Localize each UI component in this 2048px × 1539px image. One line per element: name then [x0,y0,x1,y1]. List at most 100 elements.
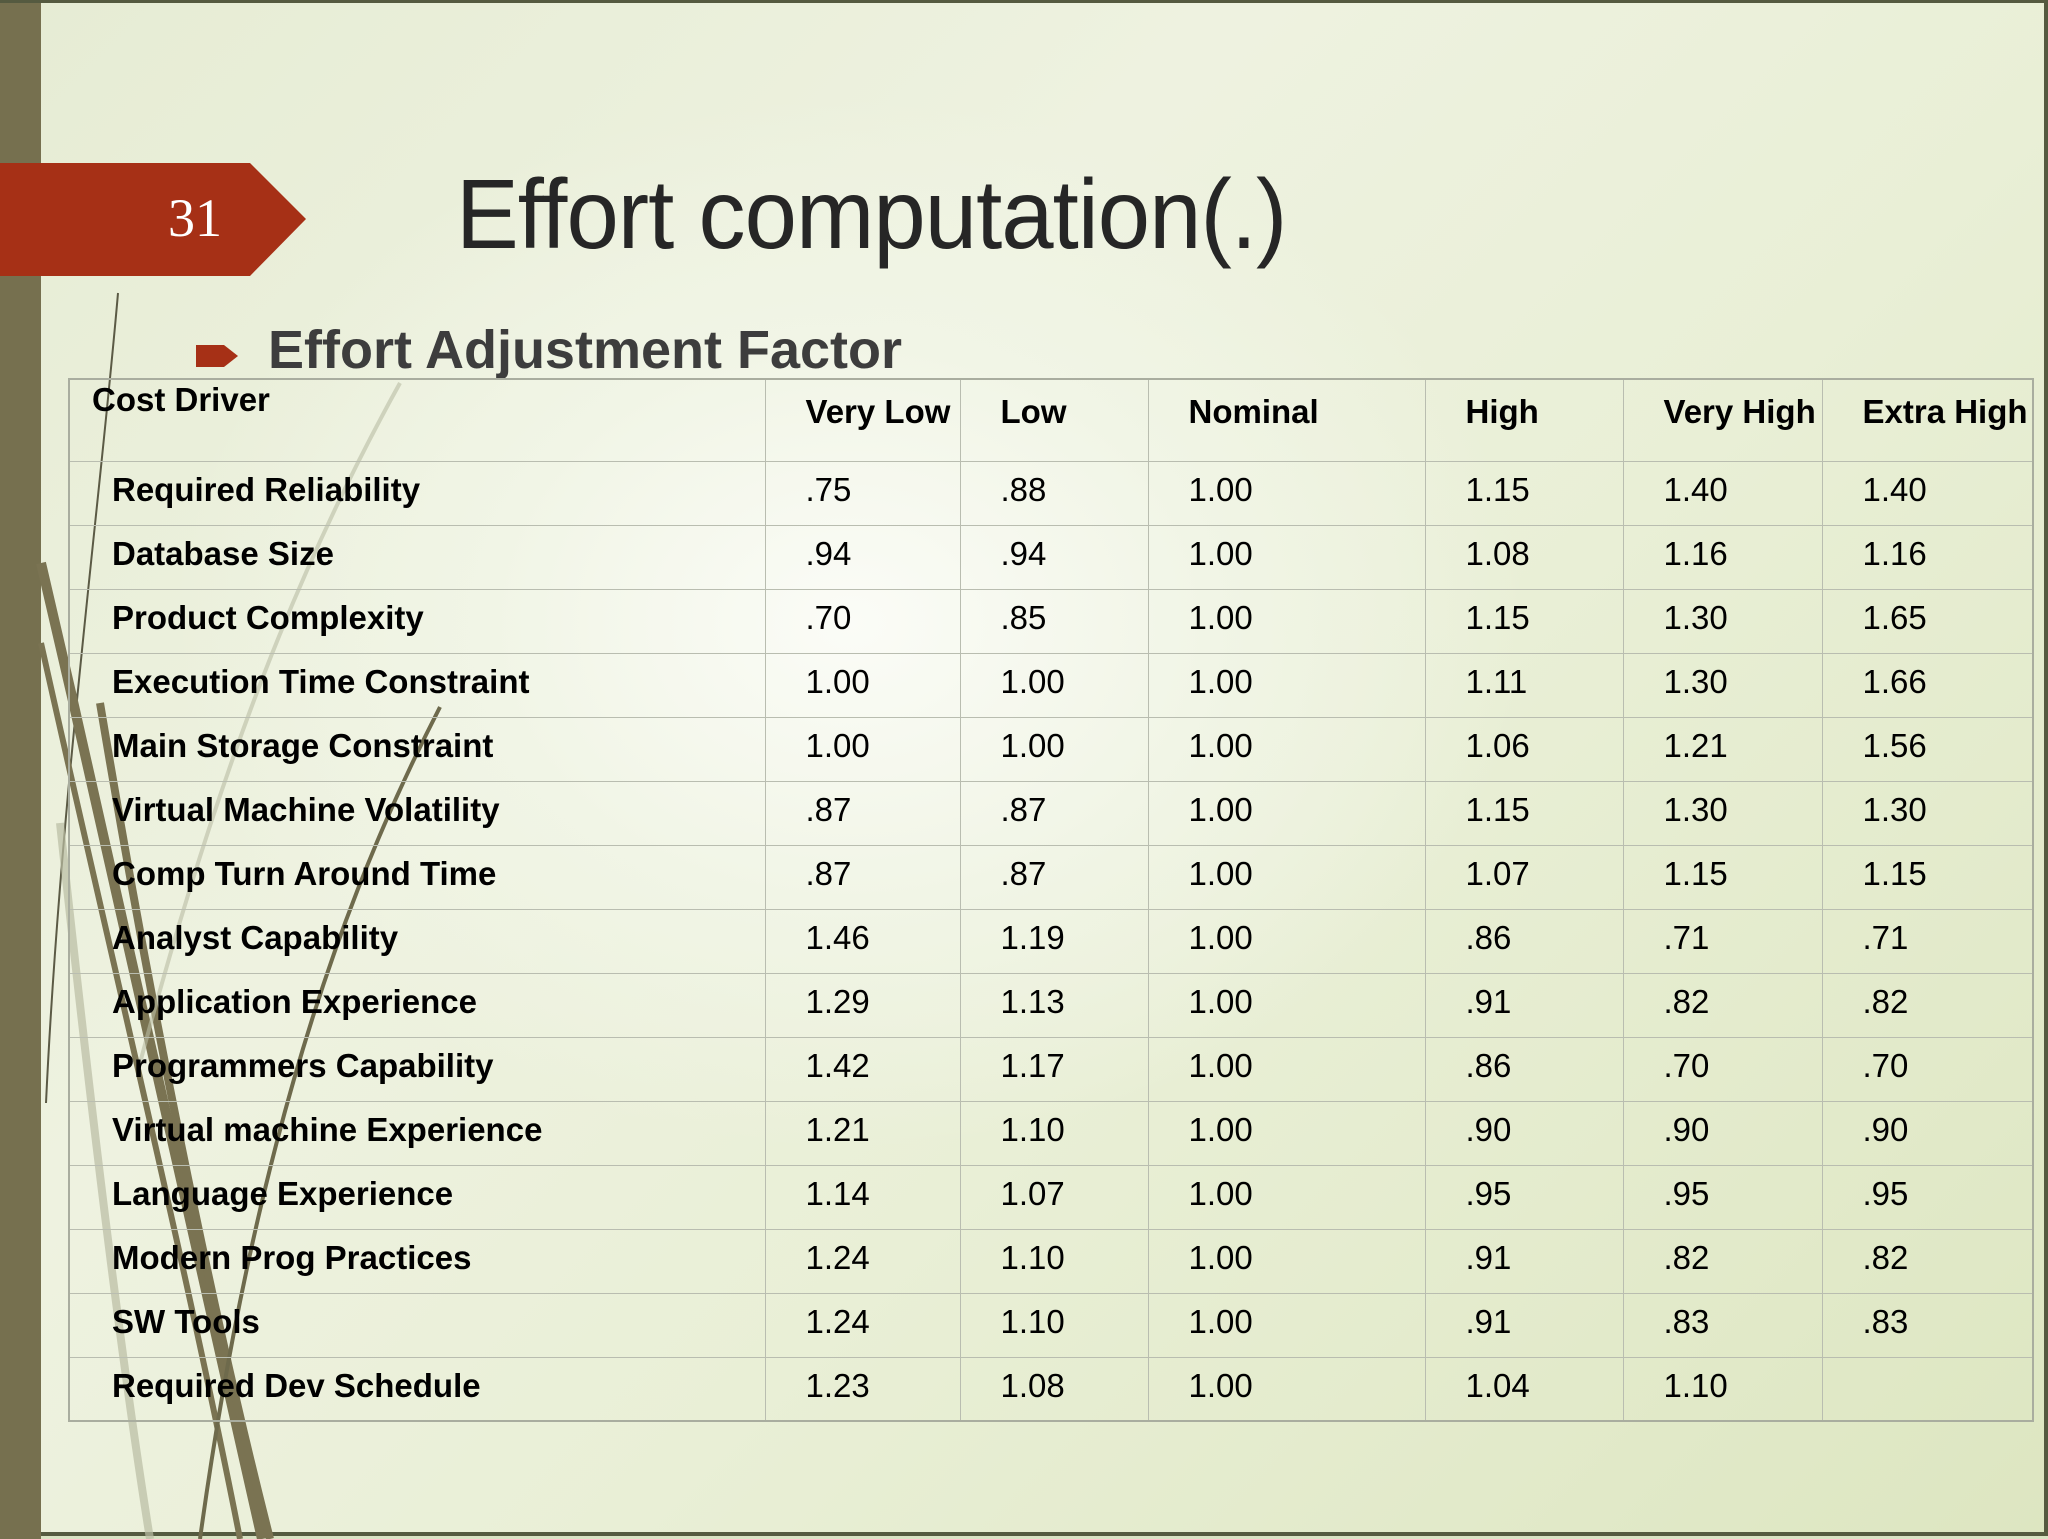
multiplier-value: 1.00 [1147,908,1426,974]
multiplier-value: 1.08 [959,1356,1149,1422]
multiplier-value: 1.00 [1147,1164,1426,1230]
multiplier-value: .87 [764,844,961,910]
slide-number-tab [0,163,306,276]
cost-driver-name: Programmers Capability [68,1036,766,1102]
cost-driver-name: Database Size [68,524,766,590]
multiplier-value: 1.15 [1821,844,2034,910]
multiplier-value: .87 [959,844,1149,910]
multiplier-value: 1.16 [1622,524,1823,590]
multiplier-value: 1.21 [764,1100,961,1166]
multiplier-value: 1.11 [1424,652,1624,718]
table-row: Modern Prog Practices 1.24 1.10 1.00.91.82.… [68,1228,2034,1294]
cost-driver-name: Virtual Machine Volatility [68,780,766,846]
cost-driver-name: Required Reliability [68,460,766,526]
column-header: Low [959,378,1149,462]
multiplier-value: .91 [1424,1228,1624,1294]
multiplier-value: 1.00 [1147,844,1426,910]
multiplier-value: 1.29 [764,972,961,1038]
multiplier-value: .83 [1821,1292,2034,1358]
multiplier-value: 1.30 [1622,652,1823,718]
multiplier-value: 1.00 [764,652,961,718]
multiplier-value: 1.13 [959,972,1149,1038]
column-header: Extra High [1821,378,2034,462]
multiplier-value: 1.46 [764,908,961,974]
table-row: Database Size .94.94 1.00 1.08 1.16 1.16 [68,524,2034,590]
multiplier-value: 1.30 [1821,780,2034,846]
column-header: Very High [1622,378,1823,462]
multiplier-value: .91 [1424,1292,1624,1358]
multiplier-value: .90 [1821,1100,2034,1166]
multiplier-value: .82 [1622,1228,1823,1294]
table-row: Required Reliability .75.88 1.00 1.15 1.40 1.… [68,460,2034,526]
table-row: Required Dev Schedule 1.23 1.08 1.00 1.04 1.1… [68,1356,2034,1422]
multiplier-value: 1.00 [1147,780,1426,846]
column-header: Very Low [764,378,961,462]
cost-driver-name: SW Tools [68,1292,766,1358]
multiplier-value: 1.10 [959,1100,1149,1166]
multiplier-value: .83 [1622,1292,1823,1358]
multiplier-value: 1.15 [1424,780,1624,846]
table-header-row: Cost Driver Very Low Low Nominal High Very Hi… [68,378,2034,462]
multiplier-value: 1.16 [1821,524,2034,590]
cost-driver-name: Execution Time Constraint [68,652,766,718]
cost-driver-name: Comp Turn Around Time [68,844,766,910]
multiplier-value: 1.00 [1147,1292,1426,1358]
table-row: Comp Turn Around Time .87.87 1.00 1.07 1.15 1… [68,844,2034,910]
multiplier-value: 1.10 [1622,1356,1823,1422]
multiplier-value: 1.00 [1147,588,1426,654]
cost-driver-name: Application Experience [68,972,766,1038]
multiplier-value: 1.10 [959,1228,1149,1294]
table-row: Product Complexity .70.85 1.00 1.15 1.30 1.65 [68,588,2034,654]
table-row: Application Experience 1.29 1.13 1.00.91.82… [68,972,2034,1038]
multiplier-value: .90 [1622,1100,1823,1166]
cost-driver-name: Required Dev Schedule [68,1356,766,1422]
cost-driver-name: Product Complexity [68,588,766,654]
multiplier-value: 1.14 [764,1164,961,1230]
multiplier-value: .95 [1821,1164,2034,1230]
multiplier-value: .86 [1424,908,1624,974]
multiplier-value: .88 [959,460,1149,526]
multiplier-value: 1.00 [959,652,1149,718]
multiplier-value: .90 [1424,1100,1624,1166]
multiplier-value: .82 [1821,972,2034,1038]
multiplier-value: 1.06 [1424,716,1624,782]
cost-driver-name: Virtual machine Experience [68,1100,766,1166]
table-row: Analyst Capability 1.46 1.19 1.00.86.71.71 [68,908,2034,974]
multiplier-value: 1.00 [959,716,1149,782]
multiplier-value: 1.66 [1821,652,2034,718]
multiplier-value: .95 [1622,1164,1823,1230]
multiplier-value: 1.24 [764,1292,961,1358]
multiplier-value: .82 [1821,1228,2034,1294]
multiplier-value: 1.40 [1622,460,1823,526]
multiplier-value: .94 [764,524,961,590]
multiplier-value: .75 [764,460,961,526]
multiplier-value: 1.07 [1424,844,1624,910]
table-row: Language Experience 1.14 1.07 1.00.95.95.95 [68,1164,2034,1230]
multiplier-value: 1.00 [1147,1228,1426,1294]
effort-adjustment-table: Cost Driver Very Low Low Nominal High Very Hi… [68,378,2034,1422]
multiplier-value: 1.21 [1622,716,1823,782]
table-row: Virtual machine Experience 1.21 1.10 1.00.9… [68,1100,2034,1166]
multiplier-value: 1.15 [1424,588,1624,654]
multiplier-value: .70 [1622,1036,1823,1102]
cost-driver-name: Language Experience [68,1164,766,1230]
multiplier-value: 1.00 [1147,524,1426,590]
multiplier-value: 1.17 [959,1036,1149,1102]
table-row: Virtual Machine Volatility .87.87 1.00 1.15… [68,780,2034,846]
multiplier-value: .71 [1821,908,2034,974]
multiplier-value: 1.42 [764,1036,961,1102]
multiplier-value: 1.00 [764,716,961,782]
multiplier-value: 1.30 [1622,780,1823,846]
multiplier-value: 1.07 [959,1164,1149,1230]
slide-number: 31 [168,188,222,248]
table-row: Main Storage Constraint 1.00 1.00 1.00 1.06 1… [68,716,2034,782]
multiplier-value: 1.00 [1147,972,1426,1038]
column-header: High [1424,378,1624,462]
multiplier-value: 1.00 [1147,1356,1426,1422]
multiplier-value: .86 [1424,1036,1624,1102]
multiplier-value: .95 [1424,1164,1624,1230]
multiplier-value: 1.08 [1424,524,1624,590]
bullet-text: Effort Adjustment Factor [268,320,902,380]
multiplier-value: 1.04 [1424,1356,1624,1422]
